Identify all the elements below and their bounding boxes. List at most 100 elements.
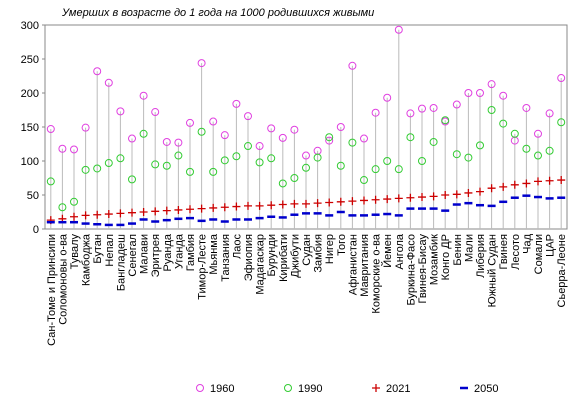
x-tick-label: Тувалу	[69, 234, 81, 270]
dot	[128, 134, 136, 143]
dot	[394, 25, 403, 34]
dot	[452, 150, 461, 159]
x-tick-label: Бурунди	[266, 234, 278, 277]
dot	[116, 154, 125, 163]
dot	[534, 129, 542, 138]
x-tick-label: Нигер	[324, 234, 336, 264]
dot	[244, 142, 252, 151]
x-tick-label: Гамбия	[185, 234, 197, 271]
x-tick-label: Сан-Томе и Принсипи	[46, 234, 58, 346]
dot	[46, 125, 55, 134]
dot	[209, 117, 218, 126]
plus	[464, 188, 473, 197]
x-tick-label: Сомали	[533, 234, 545, 274]
x-tick-label: Чад	[521, 233, 533, 253]
dot	[487, 106, 496, 114]
dot	[139, 129, 148, 138]
plus	[70, 212, 78, 221]
y-tick-label: 50	[27, 190, 39, 202]
x-tick-label: Тимор-Лесте	[197, 234, 209, 300]
plus	[371, 195, 380, 204]
dot	[46, 177, 55, 186]
plus	[394, 194, 403, 203]
x-tick-label: Сьерра-Леоне	[556, 234, 568, 307]
dot	[81, 165, 90, 174]
dot	[464, 153, 473, 162]
plus	[93, 210, 102, 219]
dot	[139, 91, 148, 100]
plus	[499, 182, 508, 191]
dot	[151, 108, 160, 117]
dot	[534, 151, 542, 160]
plus	[278, 200, 287, 209]
dot	[325, 136, 334, 145]
dot	[499, 119, 508, 128]
legend-label: 2050	[474, 383, 498, 395]
x-tick-label: Гвинея-Бисау	[417, 234, 429, 304]
plus	[545, 176, 554, 185]
dot	[220, 156, 229, 165]
x-tick-label: Йемен	[381, 234, 394, 268]
dot	[406, 133, 415, 142]
plus	[151, 207, 160, 216]
dot	[232, 152, 241, 161]
y-tick-label: 300	[21, 20, 39, 32]
x-tick-label: Руанда	[162, 233, 174, 271]
x-tick-label: Лаос	[231, 234, 243, 259]
dot	[174, 151, 183, 160]
dot	[128, 175, 136, 184]
dot	[151, 160, 160, 169]
x-tick-label: Уганда	[173, 233, 185, 269]
x-tick-label: Танзания	[220, 234, 232, 282]
y-tick-label: 150	[21, 122, 39, 134]
dot	[70, 145, 78, 154]
x-tick-label: Коморские о-ва	[371, 233, 383, 313]
x-tick-label: Ангола	[394, 233, 406, 269]
plus	[104, 210, 113, 219]
plus	[139, 208, 148, 216]
dot	[406, 109, 415, 118]
plus	[522, 179, 531, 188]
dot	[522, 103, 531, 112]
x-tick-label: Буркина-Фасо	[405, 234, 417, 306]
dot	[70, 197, 78, 206]
plus	[360, 196, 368, 205]
y-tick-label: 200	[21, 88, 39, 100]
x-tick-label: Мадагаскар	[255, 234, 267, 295]
dot	[81, 123, 90, 132]
legend-marker	[372, 384, 380, 392]
plus	[197, 204, 206, 213]
dot	[371, 165, 380, 174]
plus	[116, 209, 125, 218]
plus	[162, 206, 171, 215]
x-tick-label: Мавритания	[359, 234, 371, 297]
dot	[302, 151, 310, 160]
legend-marker	[196, 384, 204, 392]
x-tick-label: Сенегал	[127, 234, 139, 277]
x-tick-label: Либерия	[475, 234, 487, 278]
x-tick-label: Малави	[139, 234, 151, 274]
y-tick-label: 0	[33, 224, 39, 236]
dot	[278, 179, 287, 188]
dot	[452, 100, 461, 109]
dot	[197, 59, 206, 68]
dot	[255, 142, 264, 151]
dot	[186, 167, 194, 176]
dot	[499, 91, 508, 100]
dot	[360, 176, 368, 185]
x-tick-label: Бангладеш	[115, 234, 127, 291]
plus	[383, 195, 392, 204]
dot	[510, 129, 519, 138]
dot	[186, 118, 194, 127]
dot	[197, 127, 206, 136]
x-tick-label: Афганистан	[347, 234, 359, 295]
plus	[209, 203, 218, 212]
plus	[267, 201, 276, 210]
legend-marker	[284, 384, 292, 392]
x-tick-label: Южный Судан	[487, 234, 499, 307]
dot	[278, 133, 287, 142]
dot	[174, 138, 183, 147]
x-tick-label: Лесото	[510, 234, 522, 270]
plus	[244, 201, 252, 210]
